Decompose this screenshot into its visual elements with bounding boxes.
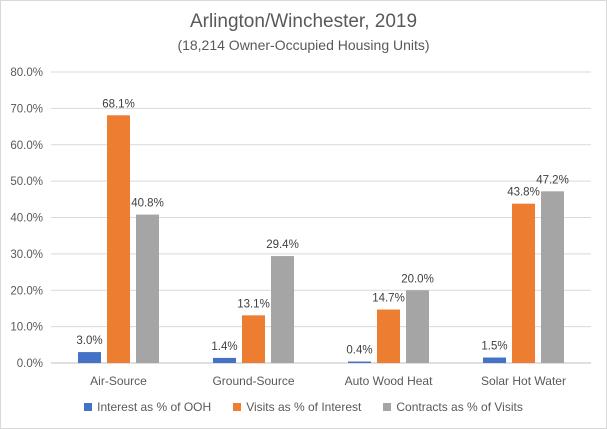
bar [242,315,265,363]
data-label: 0.4% [346,345,372,357]
bar [78,352,101,363]
gridlines [51,71,591,364]
data-label: 20.0% [401,273,434,285]
bars [78,115,564,363]
legend-label-contracts: Contracts as % of Visits [396,400,523,414]
y-tick-label: 20.0% [10,285,43,297]
y-tick-label: 0.0% [17,358,43,370]
x-category-label: Ground-Source [212,374,294,388]
x-category-label: Air-Source [90,374,147,388]
bar [271,256,294,363]
legend-swatch-visits [233,403,242,411]
legend-swatch-interest [84,403,93,411]
bar [136,214,159,363]
y-tick-label: 30.0% [10,249,43,261]
bar [512,203,535,363]
x-category-label: Solar Hot Water [481,374,566,388]
bar [213,357,236,363]
data-label: 1.4% [211,341,237,353]
data-label: 43.8% [507,187,540,199]
legend-label-visits: Visits as % of Interest [246,400,362,414]
data-label: 47.2% [536,174,569,186]
bar [107,115,130,363]
bar [377,309,400,363]
chart-title: Arlington/Winchester, 2019 [189,11,418,32]
legend-item-visits: Visits as % of Interest [233,400,361,414]
legend-label-interest: Interest as % of OOH [97,400,212,414]
data-label: 1.5% [481,341,507,353]
y-tick-label: 10.0% [10,322,43,334]
y-tick-label: 60.0% [10,140,43,152]
data-labels: 3.0% 68.1% 40.8% 1.4% 13.1% 29.4% 0.4% 14.7% 20.… [76,98,568,356]
data-label: 13.1% [237,298,270,310]
bar [348,361,371,363]
bar [483,357,506,363]
bar [406,290,429,363]
x-category-label: Auto Wood Heat [345,374,433,388]
y-tick-label: 40.0% [10,213,43,225]
data-label: 3.0% [76,335,102,347]
data-label: 40.8% [131,198,164,210]
legend-item-contracts: Contracts as % of Visits [383,400,523,414]
y-tick-label: 80.0% [10,67,43,79]
legend: Interest as % of OOH Visits as % of Inte… [1,400,606,414]
data-label: 68.1% [102,98,135,110]
bar [541,191,564,363]
legend-item-interest: Interest as % of OOH [84,400,211,414]
x-axis-categories: Air-Source Ground-Source Auto Wood Heat Sol… [90,374,566,388]
data-label: 14.7% [372,293,405,305]
legend-swatch-contracts [383,403,392,411]
y-axis-ticks: 0.0% 10.0% 20.0% 30.0% 40.0% 50.0% 60.0% 70.0% 8… [10,67,43,370]
chart-subtitle: (18,214 Owner-Occupied Housing Units) [177,37,430,53]
y-tick-label: 70.0% [10,103,43,115]
data-label: 29.4% [266,239,299,251]
y-tick-label: 50.0% [10,176,43,188]
